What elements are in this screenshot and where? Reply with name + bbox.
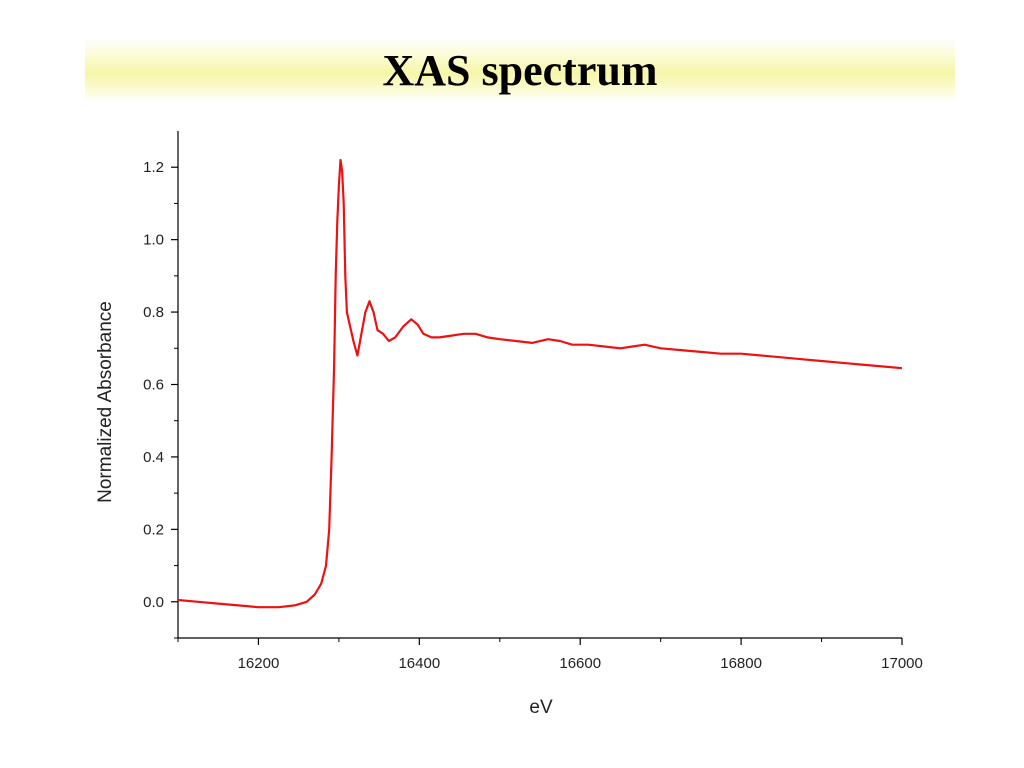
x-axis-title: eV bbox=[529, 697, 553, 718]
x-tick-label: 16200 bbox=[238, 655, 280, 672]
y-tick-label: 0.4 bbox=[143, 449, 164, 466]
axes bbox=[177, 131, 902, 639]
x-tick-label: 17000 bbox=[881, 655, 923, 672]
slide-title: XAS spectrum bbox=[382, 45, 658, 95]
y-tick-label: 0.0 bbox=[143, 594, 164, 611]
y-tick-label: 1.0 bbox=[143, 232, 164, 249]
x-tick-label: 16400 bbox=[398, 655, 440, 672]
series-line bbox=[177, 158, 903, 609]
y-tick-label: 1.2 bbox=[143, 159, 164, 176]
y-tick-label: 0.8 bbox=[143, 304, 164, 321]
tick-labels: 16200 16400 16600 16800 17000 0.0 0.2 0.4 0.6 0.8… bbox=[143, 159, 923, 672]
tick-marks bbox=[171, 166, 903, 645]
y-axis-title: Normalized Absorbance bbox=[95, 301, 116, 503]
x-tick-label: 16800 bbox=[720, 655, 762, 672]
title-band: XAS spectrum bbox=[85, 38, 955, 102]
y-tick-label: 0.2 bbox=[143, 521, 164, 538]
x-tick-label: 16600 bbox=[559, 655, 601, 672]
y-tick-label: 0.6 bbox=[143, 377, 164, 394]
